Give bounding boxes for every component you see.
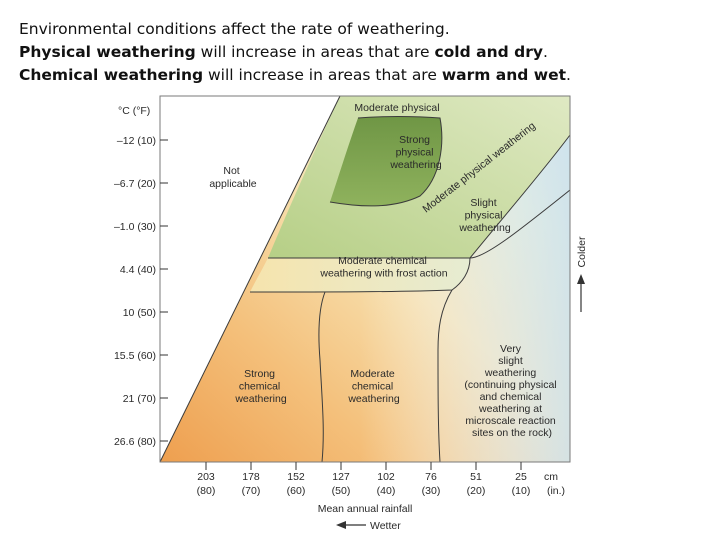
intro-line-2-bold-2: cold and dry	[434, 43, 543, 61]
boundary-very-slight	[469, 189, 571, 259]
label-moderate-physical-top: Moderate physical	[354, 102, 439, 114]
label-line: physical	[396, 147, 434, 159]
label-line: weathering	[234, 393, 287, 405]
x-tick-in: (80)	[197, 485, 216, 497]
label-line: microscale reaction	[465, 415, 556, 427]
label-line: Not	[223, 165, 239, 177]
intro-line-3-text-2: .	[566, 66, 571, 84]
label-line: chemical	[352, 381, 393, 393]
x-tick-in: (70)	[242, 485, 261, 497]
x-tick-in: (10)	[512, 485, 531, 497]
y-tick-label: 4.4 (40)	[120, 264, 156, 276]
x-tick-cm: 178	[242, 471, 260, 483]
label-line: weathering at	[478, 403, 542, 415]
wetter-arrow-head	[336, 521, 346, 529]
label-line: Slight	[470, 197, 496, 209]
plot-area	[159, 95, 571, 463]
intro-line-3: Chemical weathering will increase in are…	[19, 64, 709, 87]
y-tick-marks	[160, 139, 168, 442]
x-tick-in: (50)	[332, 485, 351, 497]
label-line: sites on the rock)	[472, 427, 552, 439]
x-axis: 203 (80) 178 (70) 152 (60) 127 (50) 102 …	[197, 462, 565, 532]
label-line: Strong	[399, 134, 430, 146]
label-line: applicable	[209, 178, 256, 190]
label-strong-chemical: Strong chemical weathering	[234, 368, 287, 405]
x-tick-cm: 127	[332, 471, 350, 483]
boundary-frost-bottom	[249, 257, 471, 293]
y-tick-label: 10 (50)	[123, 307, 156, 319]
region-boundaries	[159, 95, 571, 463]
intro-line-3-text-1: will increase in areas that are	[203, 66, 442, 84]
x-axis-label: Mean annual rainfall	[318, 503, 413, 515]
label-very-slight: Very slight weathering (continuing physi…	[464, 343, 559, 439]
x-tick-labels: 203 (80) 178 (70) 152 (60) 127 (50) 102 …	[197, 471, 565, 497]
boundary-moderate-physical	[469, 134, 571, 259]
intro-line-2-text-1: will increase in areas that are	[195, 43, 435, 61]
y-tick-label: –12 (10)	[117, 135, 156, 147]
intro-line-1: Environmental conditions affect the rate…	[19, 20, 450, 38]
x-tick-cm: 152	[287, 471, 305, 483]
x-tick-cm: 76	[425, 471, 437, 483]
boundary-moderate-chemical	[437, 289, 453, 463]
y-tick-label: 26.6 (80)	[114, 436, 156, 448]
boundary-strong-chemical	[318, 291, 326, 463]
label-strong-physical: Strong physical weathering	[389, 134, 442, 171]
label-line: weathering	[484, 367, 537, 379]
label-line: Moderate chemical	[338, 255, 427, 267]
colder-arrow-head	[577, 274, 585, 284]
label-line: (continuing physical	[464, 379, 556, 391]
intro-line-2-bold-1: Physical weathering	[19, 43, 196, 61]
label-slight-physical: Slight physical weathering	[458, 197, 511, 234]
x-tick-in: (40)	[377, 485, 396, 497]
colder-label: Colder	[576, 236, 588, 267]
boundary-strong-physical	[329, 116, 443, 207]
label-line: weathering	[458, 222, 511, 234]
x-tick-in: (60)	[287, 485, 306, 497]
label-moderate-chemical-frost: Moderate chemical weathering with frost …	[319, 255, 447, 280]
label-line: weathering	[389, 159, 442, 171]
y-tick-label: –1.0 (30)	[114, 221, 156, 233]
label-line: Moderate	[350, 368, 395, 380]
colder-indicator: Colder	[576, 236, 588, 312]
intro-line-3-bold-1: Chemical weathering	[19, 66, 204, 84]
x-unit-cm: cm	[544, 471, 558, 483]
intro-line-2-text-2: .	[542, 43, 548, 61]
y-axis-header: °C (°F)	[118, 105, 150, 117]
y-tick-label: 21 (70)	[123, 393, 156, 405]
wetter-label: Wetter	[370, 520, 401, 532]
y-tick-label: –6.7 (20)	[114, 178, 156, 190]
y-tick-label: 15.5 (60)	[114, 350, 156, 362]
x-tick-cm: 203	[197, 471, 215, 483]
x-tick-marks	[205, 462, 522, 470]
label-line: slight	[498, 355, 523, 367]
region-strong-physical	[330, 116, 442, 206]
plot-border	[159, 95, 571, 463]
intro-line-3-bold-2: warm and wet	[441, 66, 567, 84]
x-tick-in: (30)	[422, 485, 441, 497]
wetter-arrow	[336, 521, 366, 529]
x-tick-cm: 25	[515, 471, 527, 483]
y-axis: °C (°F) –12 (10) –6.7 (20) –1.0 (30) 4.4…	[114, 105, 168, 448]
label-line: Very	[500, 343, 522, 355]
y-tick-labels: –12 (10) –6.7 (20) –1.0 (30) 4.4 (40) 10…	[114, 135, 156, 448]
x-tick-cm: 51	[470, 471, 482, 483]
label-not-applicable: Not applicable	[209, 165, 256, 190]
label-line: weathering	[347, 393, 400, 405]
label-moderate-chemical: Moderate chemical weathering	[347, 368, 400, 405]
intro-text: Environmental conditions affect the rate…	[19, 18, 709, 87]
x-tick-in: (20)	[467, 485, 486, 497]
x-tick-cm: 102	[377, 471, 395, 483]
intro-line-2: Physical weathering will increase in are…	[19, 41, 709, 64]
label-line: physical	[465, 210, 503, 222]
label-line: Strong	[244, 368, 275, 380]
label-line: and chemical	[480, 391, 542, 403]
label-line: chemical	[239, 381, 280, 393]
boundary-diagonal	[159, 95, 341, 463]
label-line: weathering with frost action	[319, 268, 447, 280]
region-frost-action	[250, 258, 470, 292]
x-unit-in: (in.)	[547, 485, 565, 497]
